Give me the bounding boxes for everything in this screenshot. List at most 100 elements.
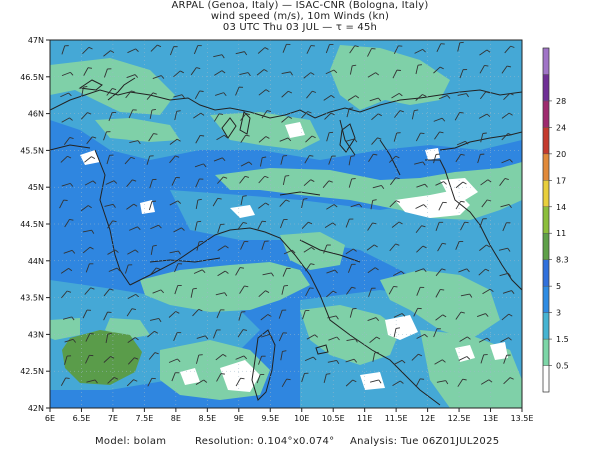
lon-tick-label: 8E <box>171 414 181 423</box>
wind-barb <box>367 317 377 321</box>
wind-barb <box>195 379 204 385</box>
wind-barb <box>459 69 464 79</box>
lon-tick-label: 7E <box>108 414 118 423</box>
lon-tick-label: 10E <box>294 414 309 423</box>
wind-barb <box>455 154 462 163</box>
colorbar-swatch <box>542 312 550 340</box>
wind-barb-feather <box>132 179 137 182</box>
wind-barb <box>196 354 200 364</box>
lon-tick-label: 12E <box>420 414 435 423</box>
wind-barb <box>326 204 335 210</box>
wind-barb-feather <box>69 117 73 121</box>
wind-barb-feather <box>509 159 513 163</box>
wind-barb <box>389 155 396 163</box>
wind-barb <box>433 117 443 122</box>
wind-barb <box>257 220 263 230</box>
wind-barb <box>108 267 118 272</box>
wind-barb-feather <box>486 113 491 118</box>
wind-barb-feather <box>442 242 447 245</box>
wind-barb-feather <box>137 140 141 145</box>
wind-barb-feather <box>422 161 426 166</box>
wind-barb-feather <box>283 284 289 287</box>
wind-barb <box>85 333 91 342</box>
wind-barb-feather <box>134 337 139 341</box>
wind-barb-feather <box>378 113 382 117</box>
wind-barb <box>479 65 485 74</box>
wind-barb <box>393 328 397 338</box>
wind-barb-feather <box>374 267 379 271</box>
wind-barb <box>457 42 461 52</box>
wind-barb-feather <box>374 244 378 248</box>
wind-barb-feather <box>352 379 357 383</box>
wind-barb-feather <box>87 67 93 69</box>
wind-barb-feather <box>112 220 117 223</box>
wind-barb-feather <box>264 175 269 179</box>
wind-barb <box>216 309 221 319</box>
wind-barb <box>80 205 89 212</box>
wind-barb <box>169 138 178 145</box>
borders-coastlines <box>50 77 522 406</box>
footer-resolution: Resolution: 0.104°x0.074° <box>195 436 335 447</box>
wind-barb <box>260 314 269 321</box>
wind-barb <box>369 336 377 344</box>
wind-barb-feather <box>423 204 427 208</box>
wind-barb <box>239 285 245 294</box>
wind-barb <box>305 287 311 297</box>
wind-barb <box>258 290 266 298</box>
wind-barb <box>150 224 159 230</box>
wind-barb-feather <box>65 377 70 379</box>
wind-barb <box>460 293 470 297</box>
wind-barb-feather <box>486 337 491 342</box>
wind-barb <box>235 267 241 276</box>
wind-barb-feather <box>247 72 251 77</box>
wind-barb-feather <box>508 112 513 116</box>
wind-barb <box>281 71 291 74</box>
wind-barb-feather <box>509 92 514 96</box>
wind-barb-feather <box>112 204 116 208</box>
wind-barb-feather <box>441 117 446 122</box>
wind-barb <box>215 292 225 296</box>
wind-barb <box>435 222 440 231</box>
wind-barb <box>457 93 467 96</box>
wind-barb <box>173 70 181 78</box>
wind-barb <box>326 269 336 274</box>
wind-barb-feather <box>469 293 473 298</box>
wind-barb-feather <box>328 180 333 183</box>
wind-barb <box>106 88 113 96</box>
wind-barb <box>504 45 511 54</box>
wind-barb-feather <box>262 156 267 159</box>
wind-barb <box>148 133 154 142</box>
wind-barb <box>82 246 91 254</box>
wind-barb <box>240 241 245 250</box>
wind-barb-feather <box>290 71 293 76</box>
wind-barb-feather <box>309 155 314 157</box>
wind-barb <box>195 135 201 144</box>
wind-barb <box>169 46 175 56</box>
lon-tick-label: 13E <box>483 414 498 423</box>
colorbar-label: 5 <box>556 282 561 291</box>
wind-barb <box>301 111 309 119</box>
wind-barb-feather <box>308 221 313 225</box>
wind-barb <box>60 268 69 274</box>
wind-barb <box>104 203 114 207</box>
wind-barb <box>108 112 113 122</box>
wind-barb <box>106 155 110 165</box>
wind-barb-feather <box>395 177 400 180</box>
wind-barb-feather <box>314 334 319 338</box>
wind-barb <box>435 181 444 186</box>
lon-tick-label: 10.5E <box>322 414 345 423</box>
wind-barb-feather <box>422 94 427 97</box>
wind-barb-feather <box>375 72 380 76</box>
wind-barb <box>240 161 250 167</box>
wind-barb-feather <box>198 308 203 312</box>
wind-barb <box>82 47 90 54</box>
colorbar-label: 20 <box>556 150 566 159</box>
wind-barb <box>370 200 374 210</box>
wind-barb-feather <box>68 268 73 272</box>
wind-barb-feather <box>181 94 185 99</box>
wind-barb <box>347 95 356 101</box>
wind-barb <box>455 241 460 250</box>
wind-barb <box>103 311 108 321</box>
wind-barb <box>501 133 509 141</box>
wind-barb <box>367 72 376 78</box>
